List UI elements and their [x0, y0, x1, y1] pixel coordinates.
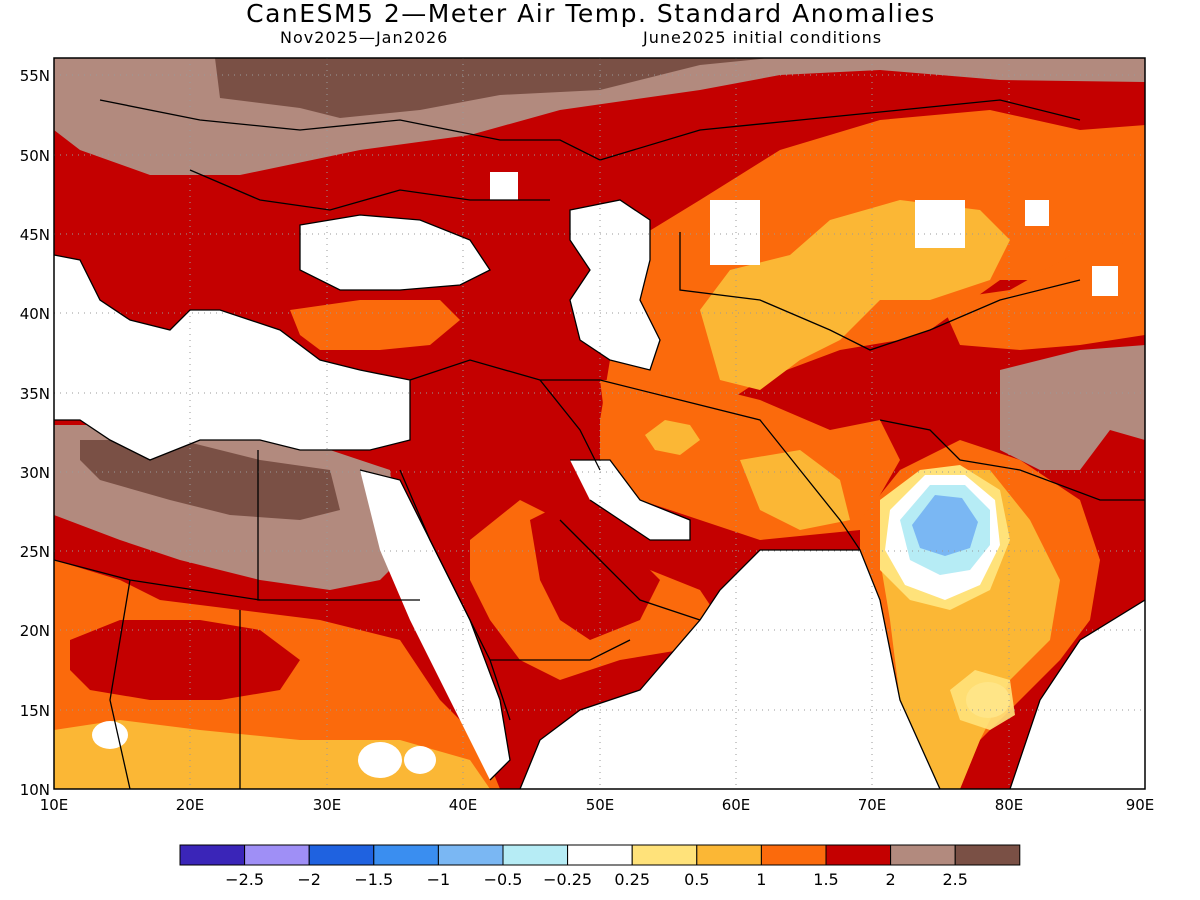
region-tibet-brown: [1000, 345, 1145, 470]
forecast-period: Nov2025—Jan2026: [280, 28, 449, 47]
lat-label-45n: 45N: [20, 226, 50, 244]
colorbar-label: −0.25: [543, 870, 592, 889]
region-india-blue: [912, 495, 978, 556]
colorbar-swatch: [825, 844, 892, 866]
region-sahara-darkbrown: [80, 440, 340, 520]
lat-label-10n: 10N: [20, 781, 50, 799]
lon-label-20e: 20E: [176, 796, 205, 814]
region-iran-yellow-spot: [645, 420, 700, 455]
colorbar-swatch: [244, 844, 310, 866]
colorbar-swatch: [179, 844, 246, 866]
colorbar-label: 2: [886, 870, 896, 889]
map-frame: [53, 57, 1146, 790]
lon-label-40e: 40E: [449, 796, 478, 814]
colorbar-label: 1.5: [813, 870, 838, 889]
colorbar-swatch: [890, 844, 956, 866]
lon-label-50e: 50E: [586, 796, 615, 814]
region-mediterranean: [54, 255, 410, 460]
region-white-block-1: [1092, 266, 1118, 296]
colorbar-label: −2.5: [225, 870, 264, 889]
colorbar-swatch: [760, 844, 827, 866]
colorbar-swatch: [696, 844, 762, 866]
lat-label-35n: 35N: [20, 385, 50, 403]
colorbar-label: 1: [756, 870, 766, 889]
lat-label-25n: 25N: [20, 543, 50, 561]
anomaly-field: [54, 58, 1145, 789]
lat-label-30n: 30N: [20, 464, 50, 482]
colorbar-label: −0.5: [484, 870, 523, 889]
initial-conditions: June2025 initial conditions: [643, 28, 883, 47]
colorbar-swatch: [567, 844, 633, 866]
region-pakistan-yellow: [740, 450, 850, 530]
lat-label-15n: 15N: [20, 702, 50, 720]
lon-axis: 10E 20E 30E 40E 50E 60E 70E 80E 90E: [40, 796, 1155, 814]
region-balkhash: [915, 200, 965, 248]
region-arabian-sea: [520, 550, 940, 789]
colorbar-label: 0.25: [614, 870, 650, 889]
colorbar-label: −1: [427, 870, 451, 889]
lat-label-55n: 55N: [20, 67, 50, 85]
lon-label-90e: 90E: [1126, 796, 1155, 814]
colorbar-swatch: [308, 844, 375, 866]
region-aral: [710, 200, 760, 265]
lon-label-70e: 70E: [858, 796, 887, 814]
map-title: CanESM5 2—Meter Air Temp. Standard Anoma…: [246, 0, 936, 28]
coastlines: [54, 99, 1145, 789]
colorbar-swatch: [437, 844, 504, 866]
region-persian-gulf: [570, 460, 690, 540]
colorbar-swatch: [631, 844, 698, 866]
region-africa-red-band: [70, 620, 300, 700]
lat-label-20n: 20N: [20, 622, 50, 640]
region-africa-white-1: [358, 742, 402, 778]
lat-label-40n: 40N: [20, 305, 50, 323]
lon-label-10e: 10E: [40, 796, 69, 814]
region-bay-of-bengal: [1010, 600, 1145, 789]
colorbar-swatch: [502, 844, 569, 866]
colorbar-label: 2.5: [942, 870, 967, 889]
region-arabia-red-core: [530, 500, 660, 640]
region-africa-white-3: [92, 721, 128, 749]
lon-label-30e: 30E: [313, 796, 342, 814]
lon-label-80e: 80E: [995, 796, 1024, 814]
region-black-sea: [300, 215, 490, 290]
colorbar-label: −2: [297, 870, 321, 889]
lon-label-60e: 60E: [722, 796, 751, 814]
region-india-ltyellow-2: [950, 670, 1015, 730]
lat-axis: 10N 15N 20N 25N 30N 35N 40N 45N 50N 55N: [20, 67, 50, 799]
region-white-block-3: [1025, 200, 1049, 226]
region-turkey-orange: [290, 300, 460, 350]
colorbar-swatch: [954, 844, 1021, 866]
colorbar: −2.5 −2 −1.5 −1 −0.5 −0.25 0.25 0.5 1 1.5 2 2.5: [179, 844, 1021, 889]
region-africa-white-2: [404, 746, 436, 774]
colorbar-swatch: [373, 844, 439, 866]
colorbar-label: −1.5: [354, 870, 393, 889]
region-caspian: [570, 200, 660, 370]
lat-label-50n: 50N: [20, 147, 50, 165]
region-red-sea: [360, 470, 510, 780]
region-russia-darkbrown: [215, 58, 770, 118]
colorbar-label: 0.5: [684, 870, 709, 889]
region-white-block-2: [490, 172, 518, 200]
